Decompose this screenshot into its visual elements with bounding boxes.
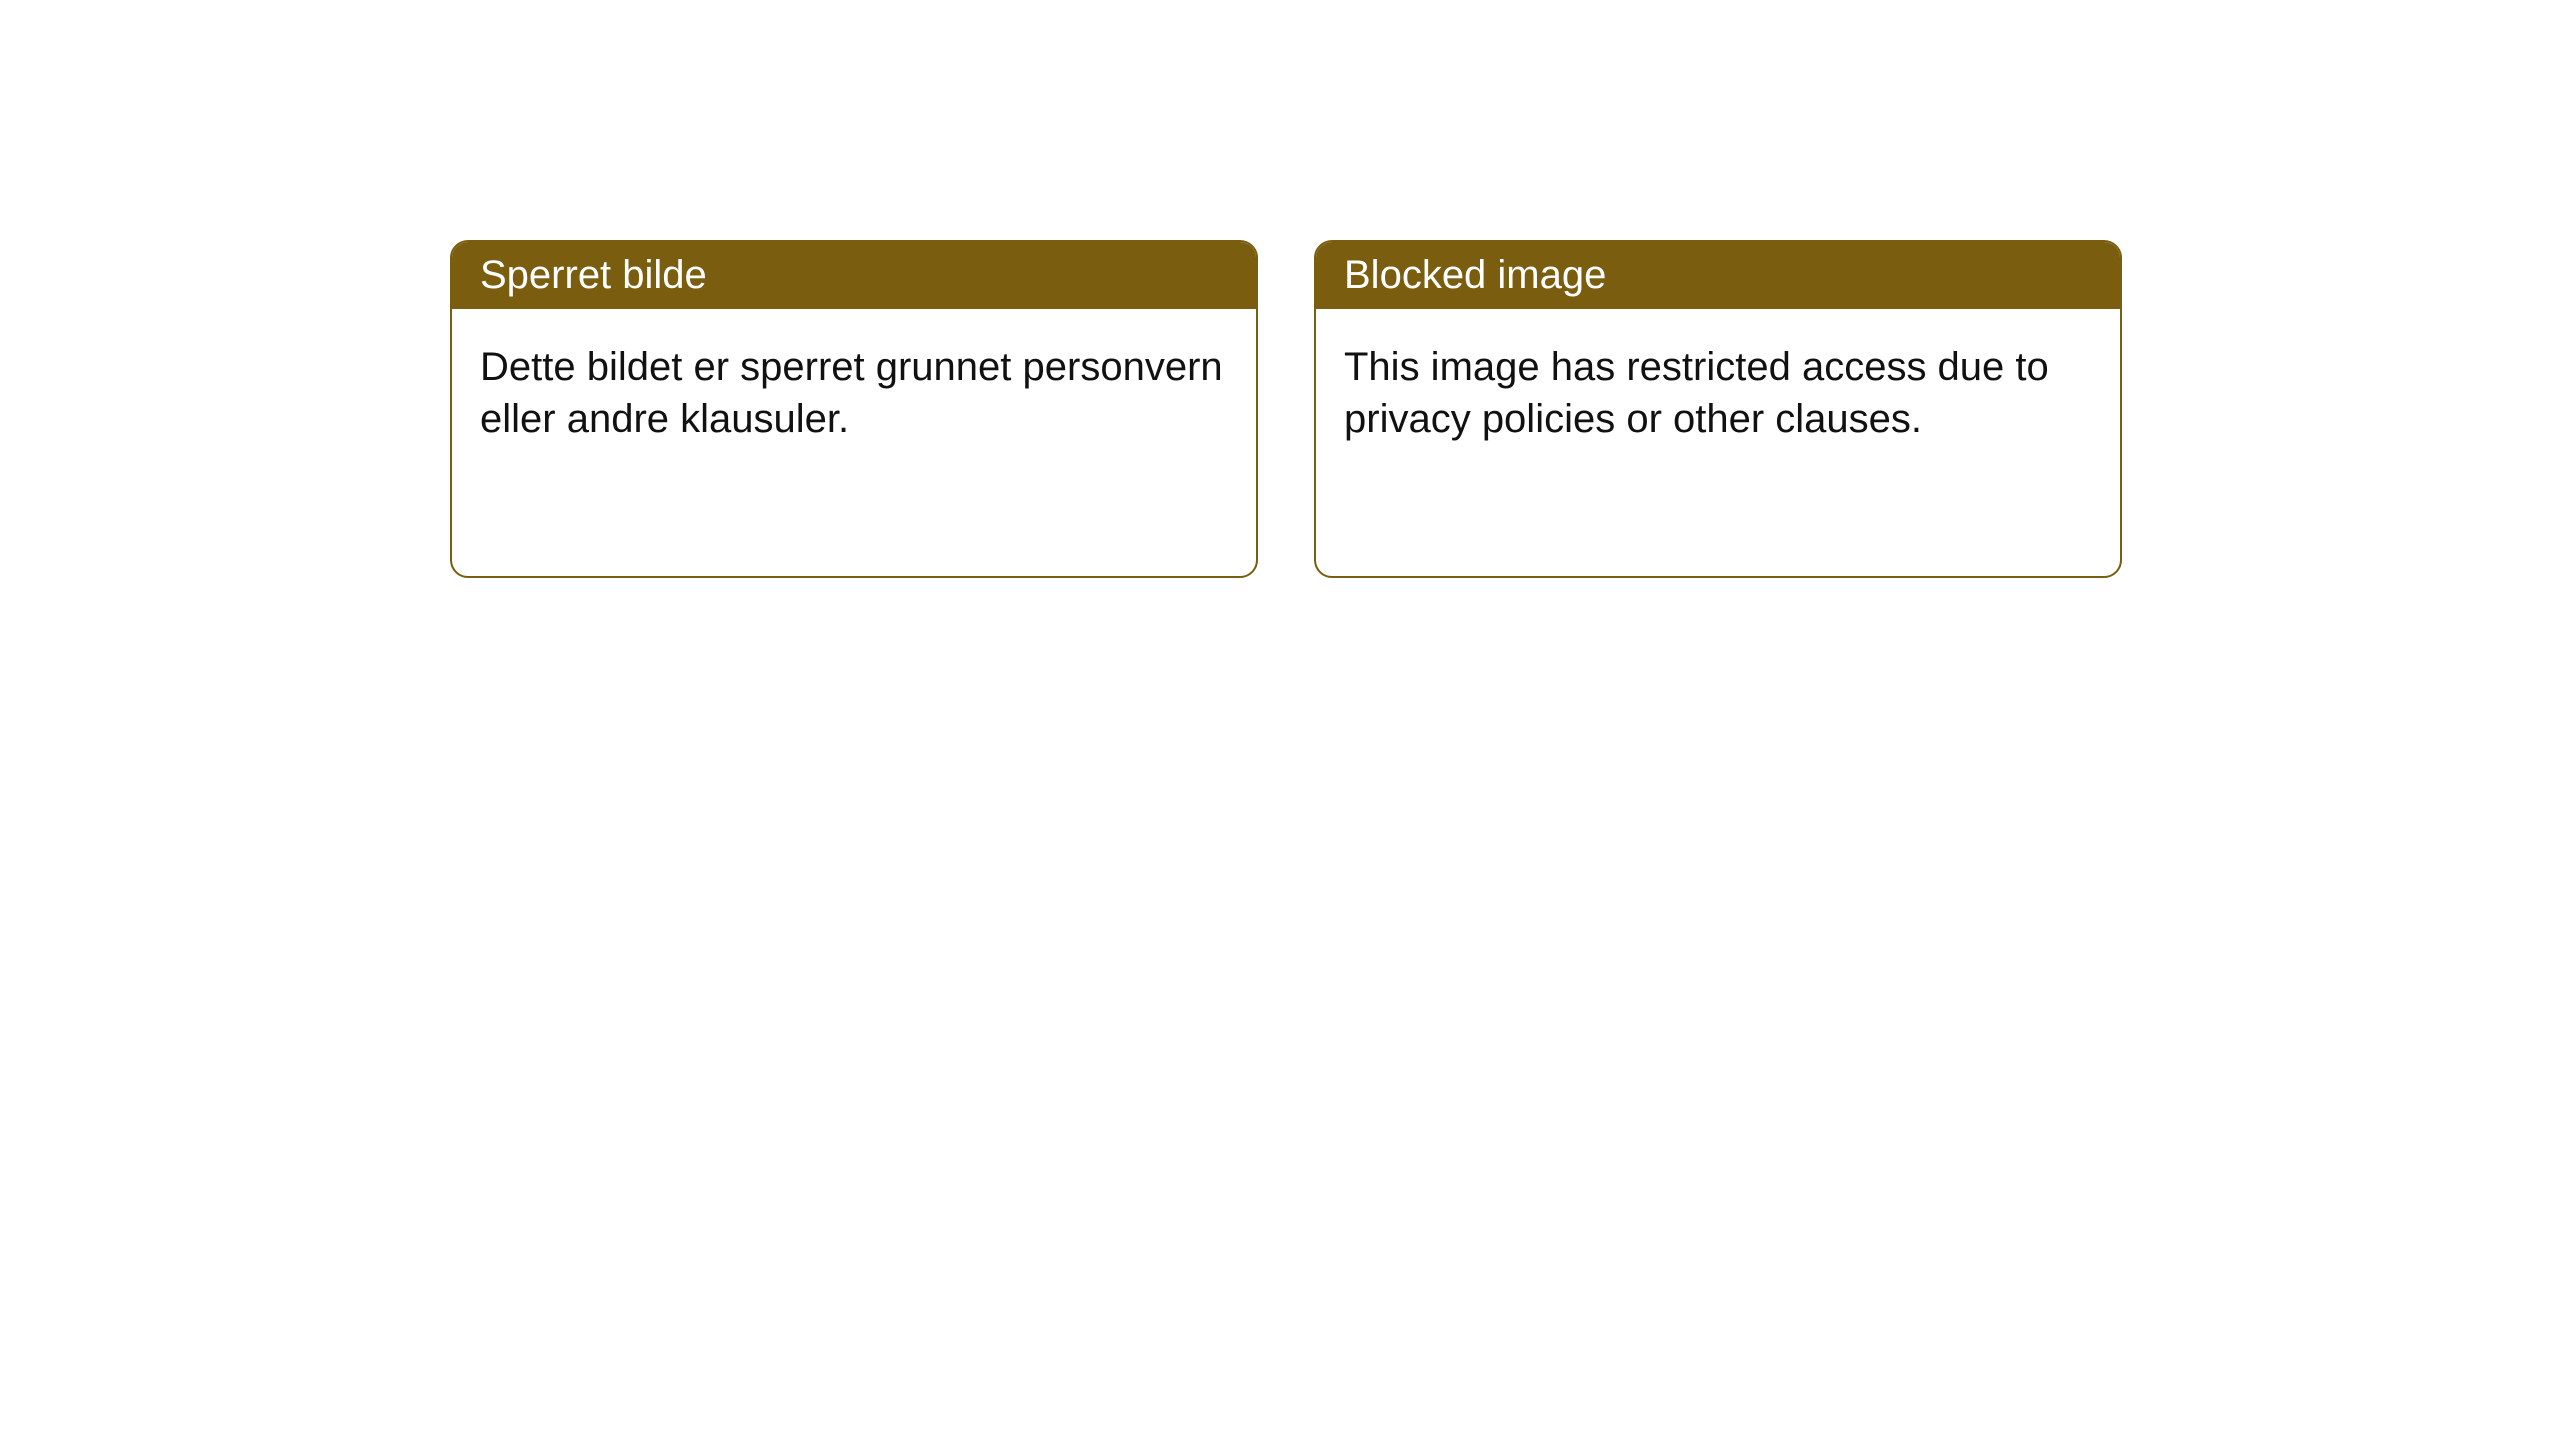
notice-card-english: Blocked image This image has restricted …	[1314, 240, 2122, 578]
notice-header: Sperret bilde	[452, 242, 1256, 309]
notice-body: Dette bildet er sperret grunnet personve…	[452, 309, 1256, 477]
notice-title: Sperret bilde	[480, 253, 707, 297]
notice-message: This image has restricted access due to …	[1344, 345, 2049, 441]
notice-body: This image has restricted access due to …	[1316, 309, 2120, 477]
notice-header: Blocked image	[1316, 242, 2120, 309]
notice-container: Sperret bilde Dette bildet er sperret gr…	[0, 0, 2560, 578]
notice-message: Dette bildet er sperret grunnet personve…	[480, 345, 1223, 441]
notice-card-norwegian: Sperret bilde Dette bildet er sperret gr…	[450, 240, 1258, 578]
notice-title: Blocked image	[1344, 253, 1606, 297]
